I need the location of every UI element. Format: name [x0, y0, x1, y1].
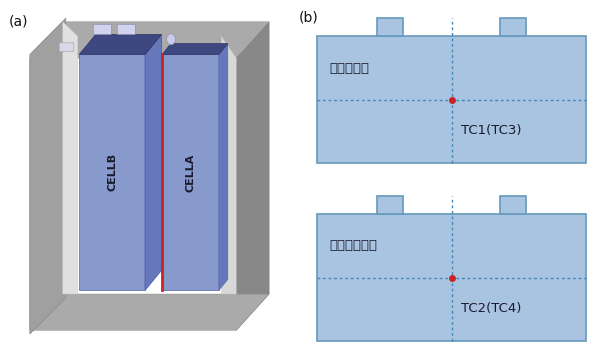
- Bar: [79, 54, 145, 290]
- Text: 电池非加热面: 电池非加热面: [329, 240, 377, 252]
- Polygon shape: [236, 22, 269, 330]
- Polygon shape: [221, 36, 236, 294]
- Bar: [501, 18, 526, 36]
- Polygon shape: [30, 22, 269, 58]
- FancyBboxPatch shape: [59, 43, 74, 52]
- FancyBboxPatch shape: [93, 24, 112, 34]
- Polygon shape: [30, 18, 66, 334]
- Text: 电池加热面: 电池加热面: [329, 62, 370, 74]
- Text: TC2(TC4): TC2(TC4): [460, 302, 521, 315]
- Polygon shape: [219, 44, 228, 290]
- Polygon shape: [145, 34, 161, 290]
- Text: (b): (b): [299, 11, 319, 25]
- Text: (a): (a): [9, 15, 29, 29]
- Polygon shape: [30, 22, 63, 330]
- Bar: [377, 196, 403, 214]
- Polygon shape: [162, 44, 228, 54]
- Bar: [162, 54, 219, 290]
- Polygon shape: [30, 294, 269, 330]
- Text: CELLB: CELLB: [107, 153, 117, 192]
- Text: TC1(TC3): TC1(TC3): [460, 124, 521, 137]
- FancyBboxPatch shape: [117, 24, 136, 34]
- Polygon shape: [63, 22, 78, 294]
- Circle shape: [166, 34, 176, 45]
- Bar: [377, 18, 403, 36]
- Polygon shape: [79, 34, 161, 54]
- Bar: [318, 214, 586, 341]
- Text: CELLA: CELLA: [185, 153, 196, 192]
- Bar: [318, 36, 586, 163]
- Bar: [501, 196, 526, 214]
